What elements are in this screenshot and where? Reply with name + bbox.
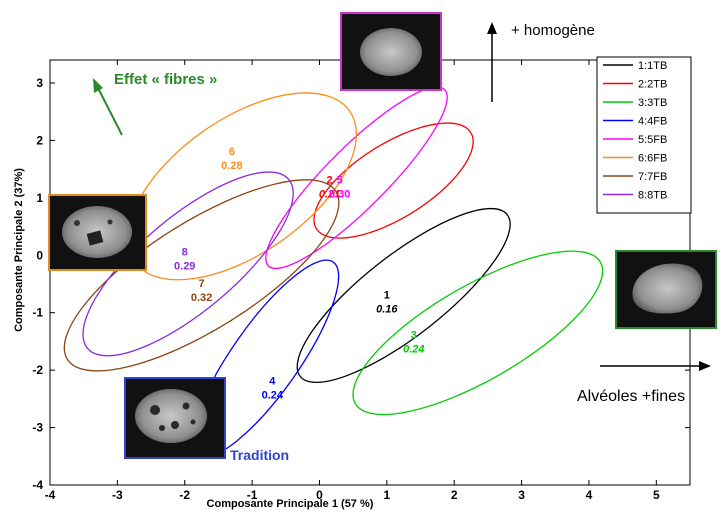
series-5-number: 5 [337,174,343,186]
y-tick-label: 2 [36,133,43,147]
legend-label-6: 6:6FB [638,153,667,165]
legend-label-3: 3:3TB [638,97,667,109]
series-7-value: 0.32 [191,292,212,304]
x-tick-label: 4 [586,488,593,502]
bread-photo-top [340,12,442,91]
series-2-number: 2 [327,174,333,186]
x-tick-label: 1 [383,488,390,502]
homogene-label: + homogène [511,22,595,39]
x-tick-label: -4 [45,488,56,502]
series-6-number: 6 [229,146,235,158]
alveoles-annotation: Alvéoles +fines [577,361,711,405]
series-4-value: 0.24 [262,389,284,401]
x-tick-label: 0 [316,488,323,502]
x-tick-label: -1 [247,488,258,502]
series-4-number: 4 [269,375,276,387]
ellipse-7 [63,179,340,372]
legend: 1:1TB 2:2TB 3:3TB 4:4FB 5:5FB 6:6FB 7:7FB 8:8TB [596,56,692,214]
y-tick-label: -2 [32,363,43,377]
series-2-value: 0.21 [319,188,340,200]
bread-photo-right [615,250,717,329]
series-1-number: 1 [384,289,390,301]
homogene-annotation: + homogène [487,22,595,102]
ellipse-3 [352,250,604,416]
legend-label-5: 5:5FB [638,134,667,146]
x-tick-label: -2 [179,488,190,502]
x-tick-label: 3 [518,488,525,502]
series-3-value: 0.24 [403,344,424,356]
bread-photo-bottom [124,377,226,459]
series-8-value: 0.29 [174,260,195,272]
y-tick-label: 1 [36,191,43,205]
legend-label-2: 2:2TB [638,79,667,91]
legend-label-8: 8:8TB [638,190,667,202]
effet-fibres-label: Effet « fibres » [114,71,217,88]
ellipse-2 [313,122,474,239]
tradition-label: Tradition [230,447,289,463]
series-7-number: 7 [199,278,205,290]
x-tick-label: 5 [653,488,660,502]
series-labels: 1 0.16 2 0.21 3 0.24 4 0.24 5 0.30 6 0.28 7 0.32 8 0.29 [174,146,424,402]
series-6-value: 0.28 [221,160,242,172]
y-tick-label: -1 [32,306,43,320]
y-tick-label: -4 [32,478,43,492]
ellipse-5 [265,86,448,270]
x-tick-label: 2 [451,488,458,502]
bread-photo-left [48,194,147,271]
homogene-arrow-head [487,22,497,34]
ellipse-8 [82,171,294,357]
green-arrow [97,87,123,136]
x-tick-label: -3 [112,488,123,502]
y-tick-label: -3 [32,421,43,435]
alveoles-label: Alvéoles +fines [577,388,685,405]
green-arrow-head [93,78,103,93]
x-axis-title: Composante Principale 1 (57 %) [207,498,374,510]
ellipse-1 [296,207,511,384]
series-1-value: 0.16 [376,303,398,315]
series-8-number: 8 [182,246,188,258]
alveoles-arrow-head [699,361,711,371]
axis-ticks: -4 -3 -2 -1 0 1 2 3 4 5 -4 -3 -2 -1 0 1 2 3 [32,60,690,502]
y-tick-label: 0 [36,248,43,262]
y-tick-label: 3 [36,76,43,90]
series-3-number: 3 [411,330,417,342]
series-5-value: 0.30 [329,188,350,200]
y-axis-title: Composante Principale 2 (37%) [13,168,25,332]
legend-label-1: 1:1TB [638,60,667,72]
legend-label-7: 7:7FB [638,171,667,183]
effet-fibres-annotation: Effet « fibres » [93,71,217,136]
legend-label-4: 4:4FB [638,116,667,128]
